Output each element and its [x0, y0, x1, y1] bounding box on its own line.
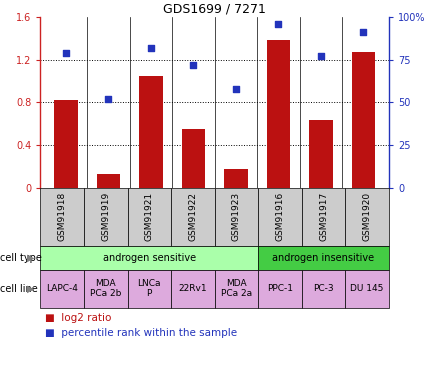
Point [62, 50, 69, 56]
Text: GSM91917: GSM91917 [319, 192, 328, 241]
Bar [224, 170, 247, 188]
Text: LNCa
P: LNCa P [138, 279, 161, 298]
Bar [258, 188, 302, 246]
Bar [215, 188, 258, 246]
Text: GSM91923: GSM91923 [232, 192, 241, 241]
Bar [302, 188, 345, 246]
Bar [309, 120, 332, 188]
Text: cell line: cell line [0, 284, 38, 294]
Text: 22Rv1: 22Rv1 [178, 284, 207, 293]
Text: MDA
PCa 2a: MDA PCa 2a [221, 279, 252, 298]
Point [232, 86, 239, 92]
Point [147, 45, 154, 51]
Text: GSM91922: GSM91922 [188, 192, 197, 241]
Text: GSM91918: GSM91918 [58, 192, 67, 241]
Bar [84, 270, 128, 308]
Text: GSM91916: GSM91916 [275, 192, 284, 241]
Bar [267, 40, 290, 188]
Bar [96, 174, 120, 188]
Text: ▶: ▶ [26, 253, 34, 263]
Title: GDS1699 / 7271: GDS1699 / 7271 [163, 3, 266, 16]
Point [105, 96, 112, 102]
Bar [84, 188, 128, 246]
Text: MDA
PCa 2b: MDA PCa 2b [90, 279, 122, 298]
Bar [171, 270, 215, 308]
Point [317, 53, 324, 59]
Bar [215, 270, 258, 308]
Bar [351, 52, 375, 188]
Text: GSM91919: GSM91919 [101, 192, 110, 241]
Text: androgen insensitive: androgen insensitive [272, 253, 374, 263]
Point [360, 29, 367, 35]
Point [275, 21, 282, 27]
Bar [171, 188, 215, 246]
Point [190, 62, 197, 68]
Bar [258, 246, 389, 270]
Bar [40, 188, 84, 246]
Text: androgen sensitive: androgen sensitive [103, 253, 196, 263]
Text: GSM91921: GSM91921 [145, 192, 154, 241]
Text: PC-3: PC-3 [313, 284, 334, 293]
Text: GSM91920: GSM91920 [363, 192, 371, 241]
Bar [258, 270, 302, 308]
Bar [40, 270, 84, 308]
Text: ▶: ▶ [26, 284, 34, 294]
Bar [345, 270, 389, 308]
Bar [181, 129, 205, 188]
Bar [40, 246, 258, 270]
Bar [54, 100, 77, 188]
Text: PPC-1: PPC-1 [267, 284, 293, 293]
Text: DU 145: DU 145 [350, 284, 384, 293]
Text: LAPC-4: LAPC-4 [46, 284, 78, 293]
Text: cell type: cell type [0, 253, 42, 263]
Text: ■  log2 ratio: ■ log2 ratio [45, 313, 111, 322]
Bar [139, 75, 162, 188]
Bar [128, 270, 171, 308]
Bar [302, 270, 345, 308]
Bar [128, 188, 171, 246]
Bar [345, 188, 389, 246]
Text: ■  percentile rank within the sample: ■ percentile rank within the sample [45, 328, 237, 338]
